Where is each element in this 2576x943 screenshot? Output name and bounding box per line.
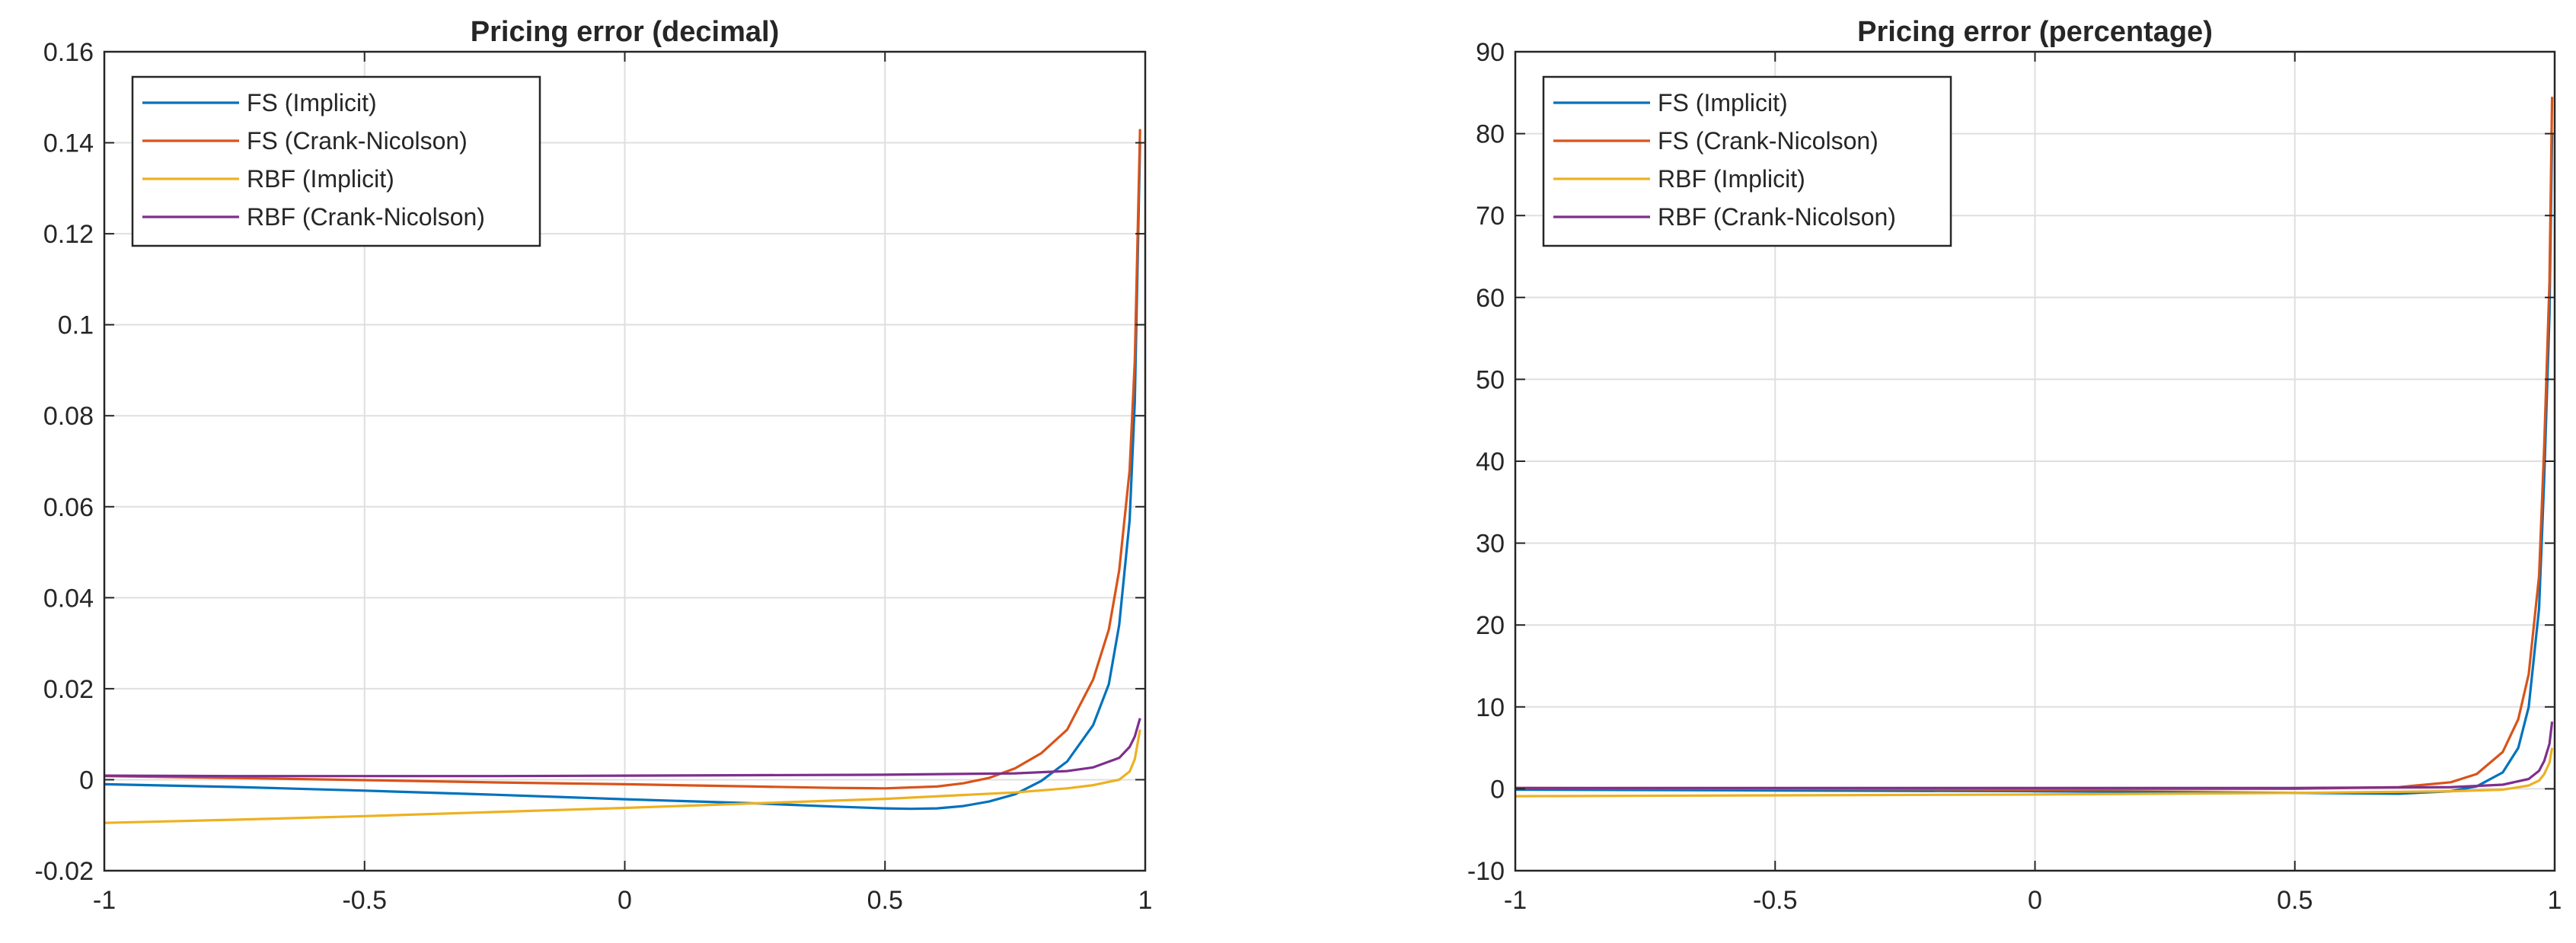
legend-label: RBF (Crank-Nicolson) [1658, 203, 1896, 231]
series-line-1 [1515, 133, 2554, 795]
y-tick-label: 60 [1476, 284, 1505, 313]
y-tick-label: 0.16 [43, 38, 94, 67]
series-line-3 [1515, 747, 2554, 798]
y-tick-label: 80 [1476, 120, 1505, 149]
legend-label: FS (Crank-Nicolson) [1658, 127, 1879, 155]
legend-label: RBF (Crank-Nicolson) [247, 203, 485, 231]
series-group [1515, 97, 2554, 798]
y-tick-label: -0.02 [35, 857, 94, 886]
x-tick-label: -0.5 [1753, 886, 1798, 915]
legend-label: FS (Implicit) [1658, 89, 1788, 116]
legend-label: FS (Implicit) [247, 89, 377, 116]
chart-title: Pricing error (percentage) [1857, 16, 2213, 48]
y-tick-label: 0.14 [43, 129, 94, 158]
legend: FS (Implicit) FS (Crank-Nicolson) RBF (Imp… [1542, 75, 1952, 247]
legend: FS (Implicit) FS (Crank-Nicolson) RBF (Imp… [131, 75, 541, 247]
legend-label: RBF (Implicit) [247, 165, 394, 193]
series-line-3 [104, 729, 1141, 824]
y-tick-label: 0 [79, 766, 94, 795]
chart-title: Pricing error (decimal) [471, 16, 779, 48]
y-tick-label: 50 [1476, 365, 1505, 394]
series-line-2 [1515, 97, 2554, 792]
y-tick-label: 0.06 [43, 493, 94, 522]
y-tick-label: 0.04 [43, 584, 94, 613]
series-line-4 [1515, 722, 2554, 789]
series-line-2 [104, 129, 1141, 790]
legend-label: FS (Crank-Nicolson) [247, 127, 468, 155]
y-tick-label: 40 [1476, 448, 1505, 476]
y-tick-label: 0.1 [58, 311, 94, 340]
x-tick-label: 0.5 [867, 886, 903, 915]
y-tick-label: 0.12 [43, 220, 94, 249]
x-tick-label: -0.5 [342, 886, 387, 915]
y-tick-label: 0.08 [43, 402, 94, 431]
x-tick-label: -1 [1504, 886, 1527, 915]
y-tick-label: -10 [1467, 857, 1505, 886]
x-tick-label: 1 [1138, 886, 1153, 915]
chart-1: -1 -0.5 0 0.5 1 -0.02 0 0.02 0.04 0.06 0.08 0.1 0.12… [35, 16, 1153, 915]
x-tick-label: 0 [618, 886, 632, 915]
x-tick-label: 1 [2548, 886, 2562, 915]
y-tick-label: 90 [1476, 38, 1505, 67]
series-line-4 [104, 718, 1141, 778]
series-line-1 [104, 142, 1141, 811]
y-tick-label: 0 [1490, 775, 1505, 804]
y-tick-label: 30 [1476, 530, 1505, 559]
series-group [104, 129, 1141, 824]
x-tick-label: 0 [2028, 886, 2042, 915]
y-tick-label: 20 [1476, 611, 1505, 640]
chart-2: -1 -0.5 0 0.5 1 -10 0 10 20 30 40 50 60 70 80 90 Pricing… [1467, 16, 2562, 915]
y-tick-label: 10 [1476, 693, 1505, 722]
y-tick-label: 0.02 [43, 675, 94, 704]
legend-label: RBF (Implicit) [1658, 165, 1805, 193]
y-tick-label: 70 [1476, 202, 1505, 231]
x-tick-label: -1 [93, 886, 116, 915]
x-tick-label: 0.5 [2277, 886, 2313, 915]
